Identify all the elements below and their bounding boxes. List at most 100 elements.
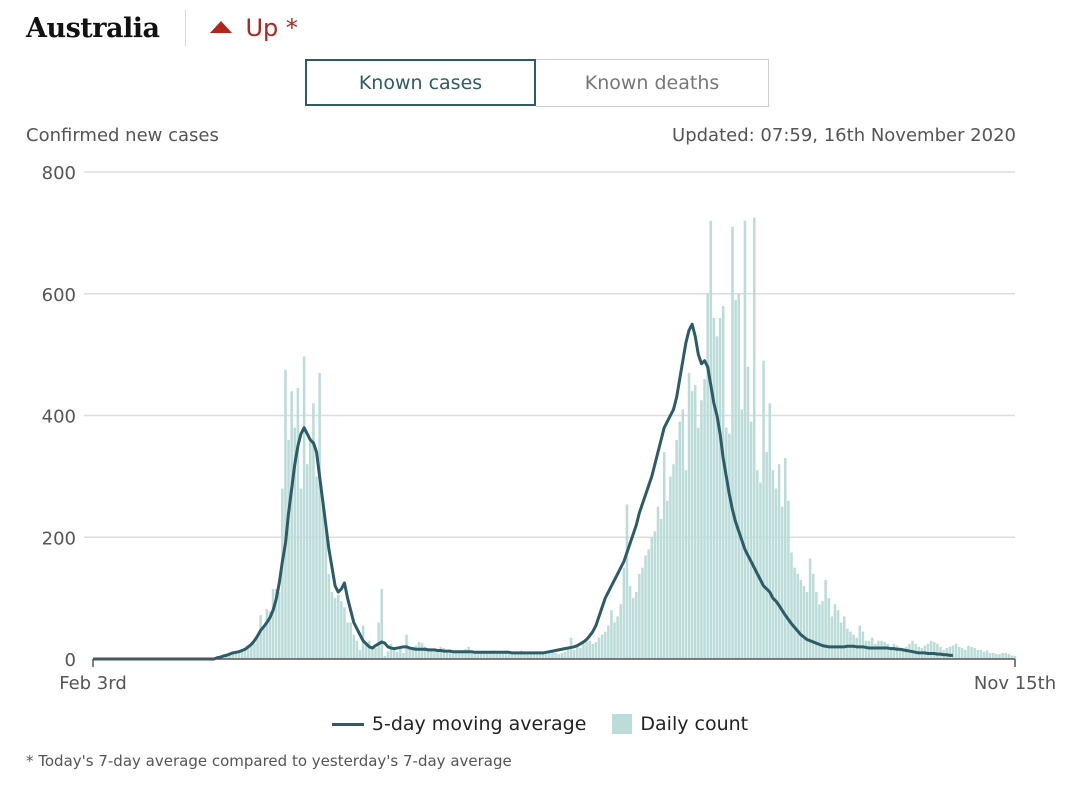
daily-bar (756, 470, 759, 659)
daily-bar (566, 646, 570, 659)
daily-bar (622, 567, 626, 659)
daily-bar (541, 654, 545, 659)
daily-bars (215, 217, 1017, 659)
daily-bar (672, 464, 675, 659)
daily-bar (250, 645, 253, 659)
tab-known-deaths[interactable]: Known deaths (536, 59, 769, 107)
daily-bar (678, 421, 682, 659)
daily-bar (414, 645, 418, 659)
daily-bar (451, 652, 455, 659)
daily-bar (473, 651, 477, 659)
daily-bar (386, 651, 390, 659)
daily-bar (647, 549, 650, 659)
daily-bar (681, 409, 685, 659)
daily-bar (901, 649, 905, 659)
daily-bar (957, 646, 961, 659)
y-tick-label: 200 (42, 528, 76, 549)
daily-bar (839, 622, 843, 659)
daily-bar (464, 649, 467, 659)
daily-bar (821, 601, 824, 659)
daily-bar (305, 464, 309, 659)
header-divider (185, 10, 187, 46)
daily-bar (656, 506, 660, 659)
daily-bar (318, 372, 321, 659)
daily-bar (898, 648, 902, 659)
daily-bar (731, 226, 734, 659)
daily-bar (594, 641, 598, 659)
daily-bar (995, 654, 998, 659)
x-tick-label: Feb 3rd (59, 673, 127, 694)
daily-bar (327, 573, 331, 659)
trend-indicator: Up * (210, 14, 298, 42)
daily-bar (911, 640, 914, 659)
footnote: * Today's 7-day average compared to yest… (26, 752, 512, 770)
daily-bar (933, 641, 936, 659)
daily-bar (787, 500, 790, 659)
daily-bar (336, 595, 340, 659)
daily-bar (402, 652, 405, 659)
daily-bar (507, 651, 511, 659)
daily-bar (504, 650, 508, 659)
daily-bar (228, 654, 231, 659)
daily-bar (364, 643, 368, 659)
daily-bar (808, 558, 812, 659)
daily-bar (271, 588, 275, 659)
daily-bar (340, 601, 343, 659)
daily-bar (948, 646, 952, 659)
daily-bar (231, 652, 234, 659)
daily-bar (752, 217, 756, 659)
metric-label: Confirmed new cases (26, 125, 219, 146)
daily-bar (442, 648, 446, 659)
daily-bar (827, 598, 831, 659)
daily-bar (296, 388, 300, 659)
daily-bar (312, 403, 315, 659)
daily-bar (585, 641, 588, 659)
daily-bar (544, 652, 548, 659)
daily-bar (926, 643, 930, 659)
daily-bar (967, 645, 970, 659)
daily-bar (535, 651, 539, 659)
legend-item-bar: Daily count (612, 713, 748, 735)
daily-bar (315, 476, 318, 659)
daily-bar (392, 649, 396, 659)
daily-bar (765, 452, 768, 659)
daily-bar (579, 648, 582, 659)
daily-bar (237, 651, 241, 659)
daily-bar (389, 643, 393, 659)
daily-bar (874, 643, 877, 659)
daily-bar (703, 378, 706, 659)
daily-bar (759, 482, 762, 659)
daily-bar (501, 651, 505, 659)
daily-bar (799, 579, 803, 659)
daily-bar (330, 592, 334, 659)
daily-bar (619, 604, 623, 659)
daily-bar (333, 598, 337, 659)
daily-bar (262, 628, 266, 659)
daily-bar (954, 643, 958, 659)
daily-bar (886, 643, 889, 659)
daily-bar (985, 650, 989, 659)
daily-bar (970, 646, 973, 659)
daily-bar (495, 651, 498, 659)
daily-bar (638, 573, 641, 659)
daily-bar (780, 506, 784, 659)
daily-bar (374, 648, 377, 659)
daily-bar (889, 646, 893, 659)
daily-bar (706, 293, 709, 659)
daily-bar (867, 640, 871, 659)
daily-bar (346, 622, 349, 659)
legend-bar-label: Daily count (640, 713, 749, 735)
legend-item-line: 5-day moving average (331, 713, 586, 735)
daily-bar (439, 646, 442, 659)
daily-bar (309, 439, 312, 659)
daily-bar (762, 360, 765, 659)
daily-bar (532, 652, 536, 659)
daily-bar (423, 646, 427, 659)
daily-bar (591, 643, 595, 659)
daily-bar (225, 655, 228, 659)
tab-known-cases[interactable]: Known cases (305, 59, 536, 106)
daily-bar (687, 372, 691, 659)
line-swatch-icon (331, 722, 364, 726)
daily-bar (470, 650, 474, 659)
daily-bar (268, 611, 272, 659)
